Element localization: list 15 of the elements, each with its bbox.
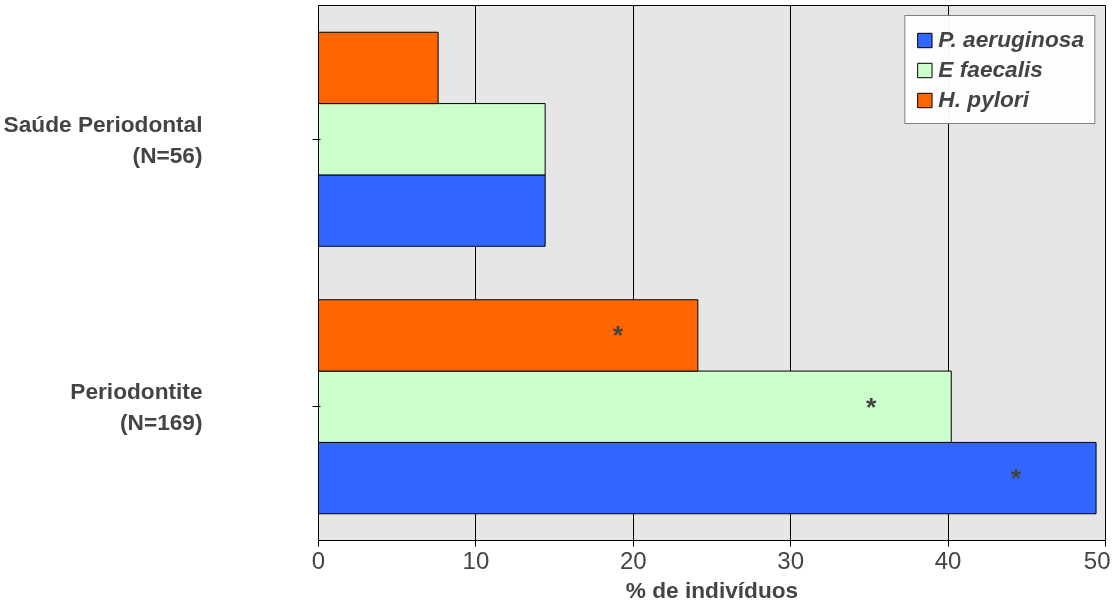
x-tick-label: 40 <box>934 546 962 574</box>
y-tick-label: Periodontite (N=169) <box>70 378 203 436</box>
annotation: * <box>1010 463 1022 494</box>
x-tick-label: 50 <box>1083 546 1111 574</box>
legend-label: H. pylori <box>938 86 1029 113</box>
legend-label: P. aeruginosa <box>938 26 1084 53</box>
x-tick-label: 0 <box>311 546 326 574</box>
x-axis-title: % de indivíduos <box>625 576 799 603</box>
annotation: * <box>612 320 624 351</box>
y-tick-label: Saúde Periodontal (N=56) <box>3 110 203 168</box>
x-tick-label: 30 <box>777 546 805 574</box>
x-tick-label: 10 <box>462 546 490 574</box>
annotation: * <box>866 391 878 422</box>
legend-label: E faecalis <box>938 56 1043 83</box>
x-tick-label: 20 <box>619 546 647 574</box>
